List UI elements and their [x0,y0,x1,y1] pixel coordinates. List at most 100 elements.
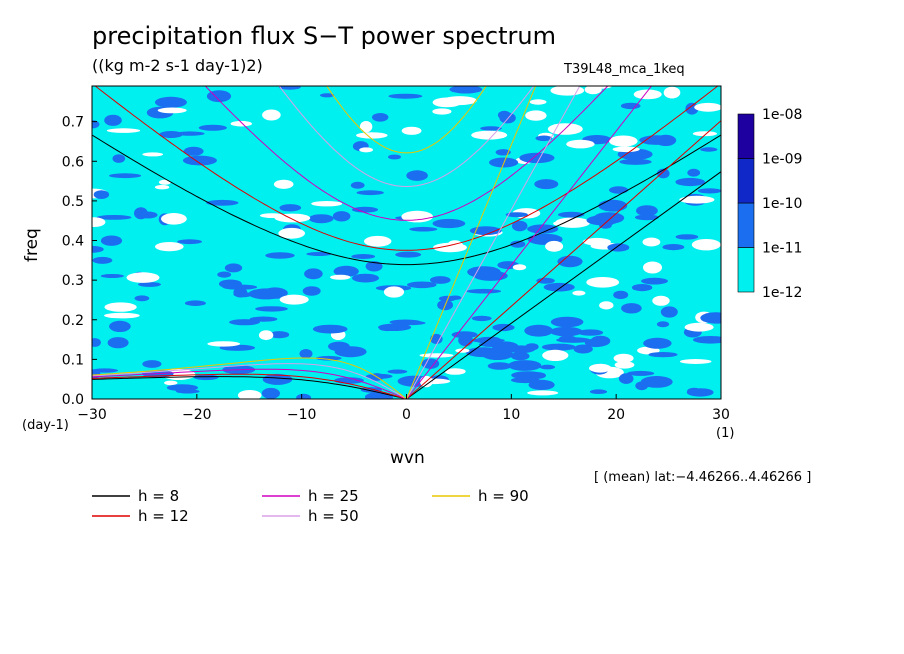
x-tick-label: 10 [502,407,520,423]
y-tick-label: 0.0 [62,392,84,408]
field-blob [154,96,187,108]
field-blob [524,324,554,337]
field-blob [700,147,718,152]
colorbar-label: 1e-09 [762,152,802,168]
field-blob [207,341,241,347]
field-blob [365,373,393,379]
field-blob [217,271,232,278]
field-blob [675,177,705,187]
field-blob [138,282,161,287]
legend-label: h = 12 [138,507,189,525]
field-blob [100,235,123,246]
x-axis-ticks: −30 −20 −10 0 10 20 30 [77,394,730,423]
field-blob [106,128,141,133]
field-blob [330,274,351,280]
field-blob [109,173,142,179]
field-blob [406,170,428,181]
field-blob [692,336,721,344]
field-blob [109,320,131,332]
field-blob [529,372,546,379]
field-blob [351,254,376,259]
field-blob [633,89,662,100]
field-blob [679,195,715,204]
field-blob [395,251,422,258]
field-blob [497,110,511,120]
field-blob [433,242,467,253]
field-blob [631,284,653,292]
field-blob [421,358,440,369]
field-blob [549,326,583,337]
field-blob [536,277,555,284]
field-blob [198,124,227,131]
y-tick-label: 0.3 [62,273,84,289]
field-blob [312,324,348,334]
kelvin-curve [406,171,721,399]
field-blob [590,335,611,347]
y-tick-label: 0.2 [62,313,84,329]
field-blob [657,168,670,179]
field-blob [640,376,673,388]
field-blob [280,205,293,212]
field-blob [409,226,438,232]
field-blob [430,276,451,284]
field-blob [164,380,178,386]
field-blob [510,240,526,248]
field-blob [142,152,164,157]
field-blob [378,323,412,331]
field-blob [559,335,577,342]
y-tick-label: 0.7 [62,115,84,131]
field-blob [100,274,124,278]
field-blob [663,86,681,99]
y-axis-ticks: 0.0 0.1 0.2 0.3 0.4 0.5 0.6 0.7 [62,115,97,408]
field-blob [154,185,170,190]
field-blob [620,102,641,110]
field-blob [311,201,343,207]
field-blob [613,290,629,300]
field-blob [508,360,542,371]
gravity-wave-curve [92,134,721,266]
field-blob [692,131,718,137]
field-blob [525,110,547,121]
field-blob [352,273,379,283]
field-blob [473,270,508,281]
colorbar-swatch [737,202,755,248]
field-blob [541,343,576,351]
chart-units: ((kg m-2 s-1 day-1)2) [92,56,263,75]
y-tick-label: 0.4 [62,234,84,250]
field-blob [372,113,389,122]
field-blob [350,181,365,189]
field-blob [260,213,284,219]
field-blob [572,290,586,296]
field-blob [388,154,401,160]
field-blob [387,369,408,374]
colorbar-swatch [737,158,755,204]
field-blob [332,211,351,222]
field-blob [237,390,262,399]
field-blob [134,295,150,302]
field-blob [104,312,140,319]
field-blob [455,348,470,353]
field-blob [529,99,547,105]
field-blob [174,131,205,136]
field-blob [471,130,508,140]
field-blob [92,245,104,253]
field-blob [389,319,422,325]
field-blob [224,263,243,273]
field-blob [432,108,452,115]
field-blob [126,272,160,283]
gravity-wave-curve [326,86,487,154]
field-blob [432,218,466,229]
legend: h = 8 h = 12 h = 25 h = 50 h = 90 [92,487,529,525]
y-tick-label: 0.5 [62,194,84,210]
field-blob [652,295,670,306]
rossby-wave-curve [92,373,407,399]
dispersion-curves [92,86,721,399]
y-tick-label: 0.1 [62,352,84,368]
field-blob [383,286,405,298]
field-blob [269,331,290,339]
field-blob [539,364,556,370]
field-blob [388,93,423,99]
field-blob [193,374,219,381]
field-blob [609,186,629,194]
field-blob [635,381,649,391]
